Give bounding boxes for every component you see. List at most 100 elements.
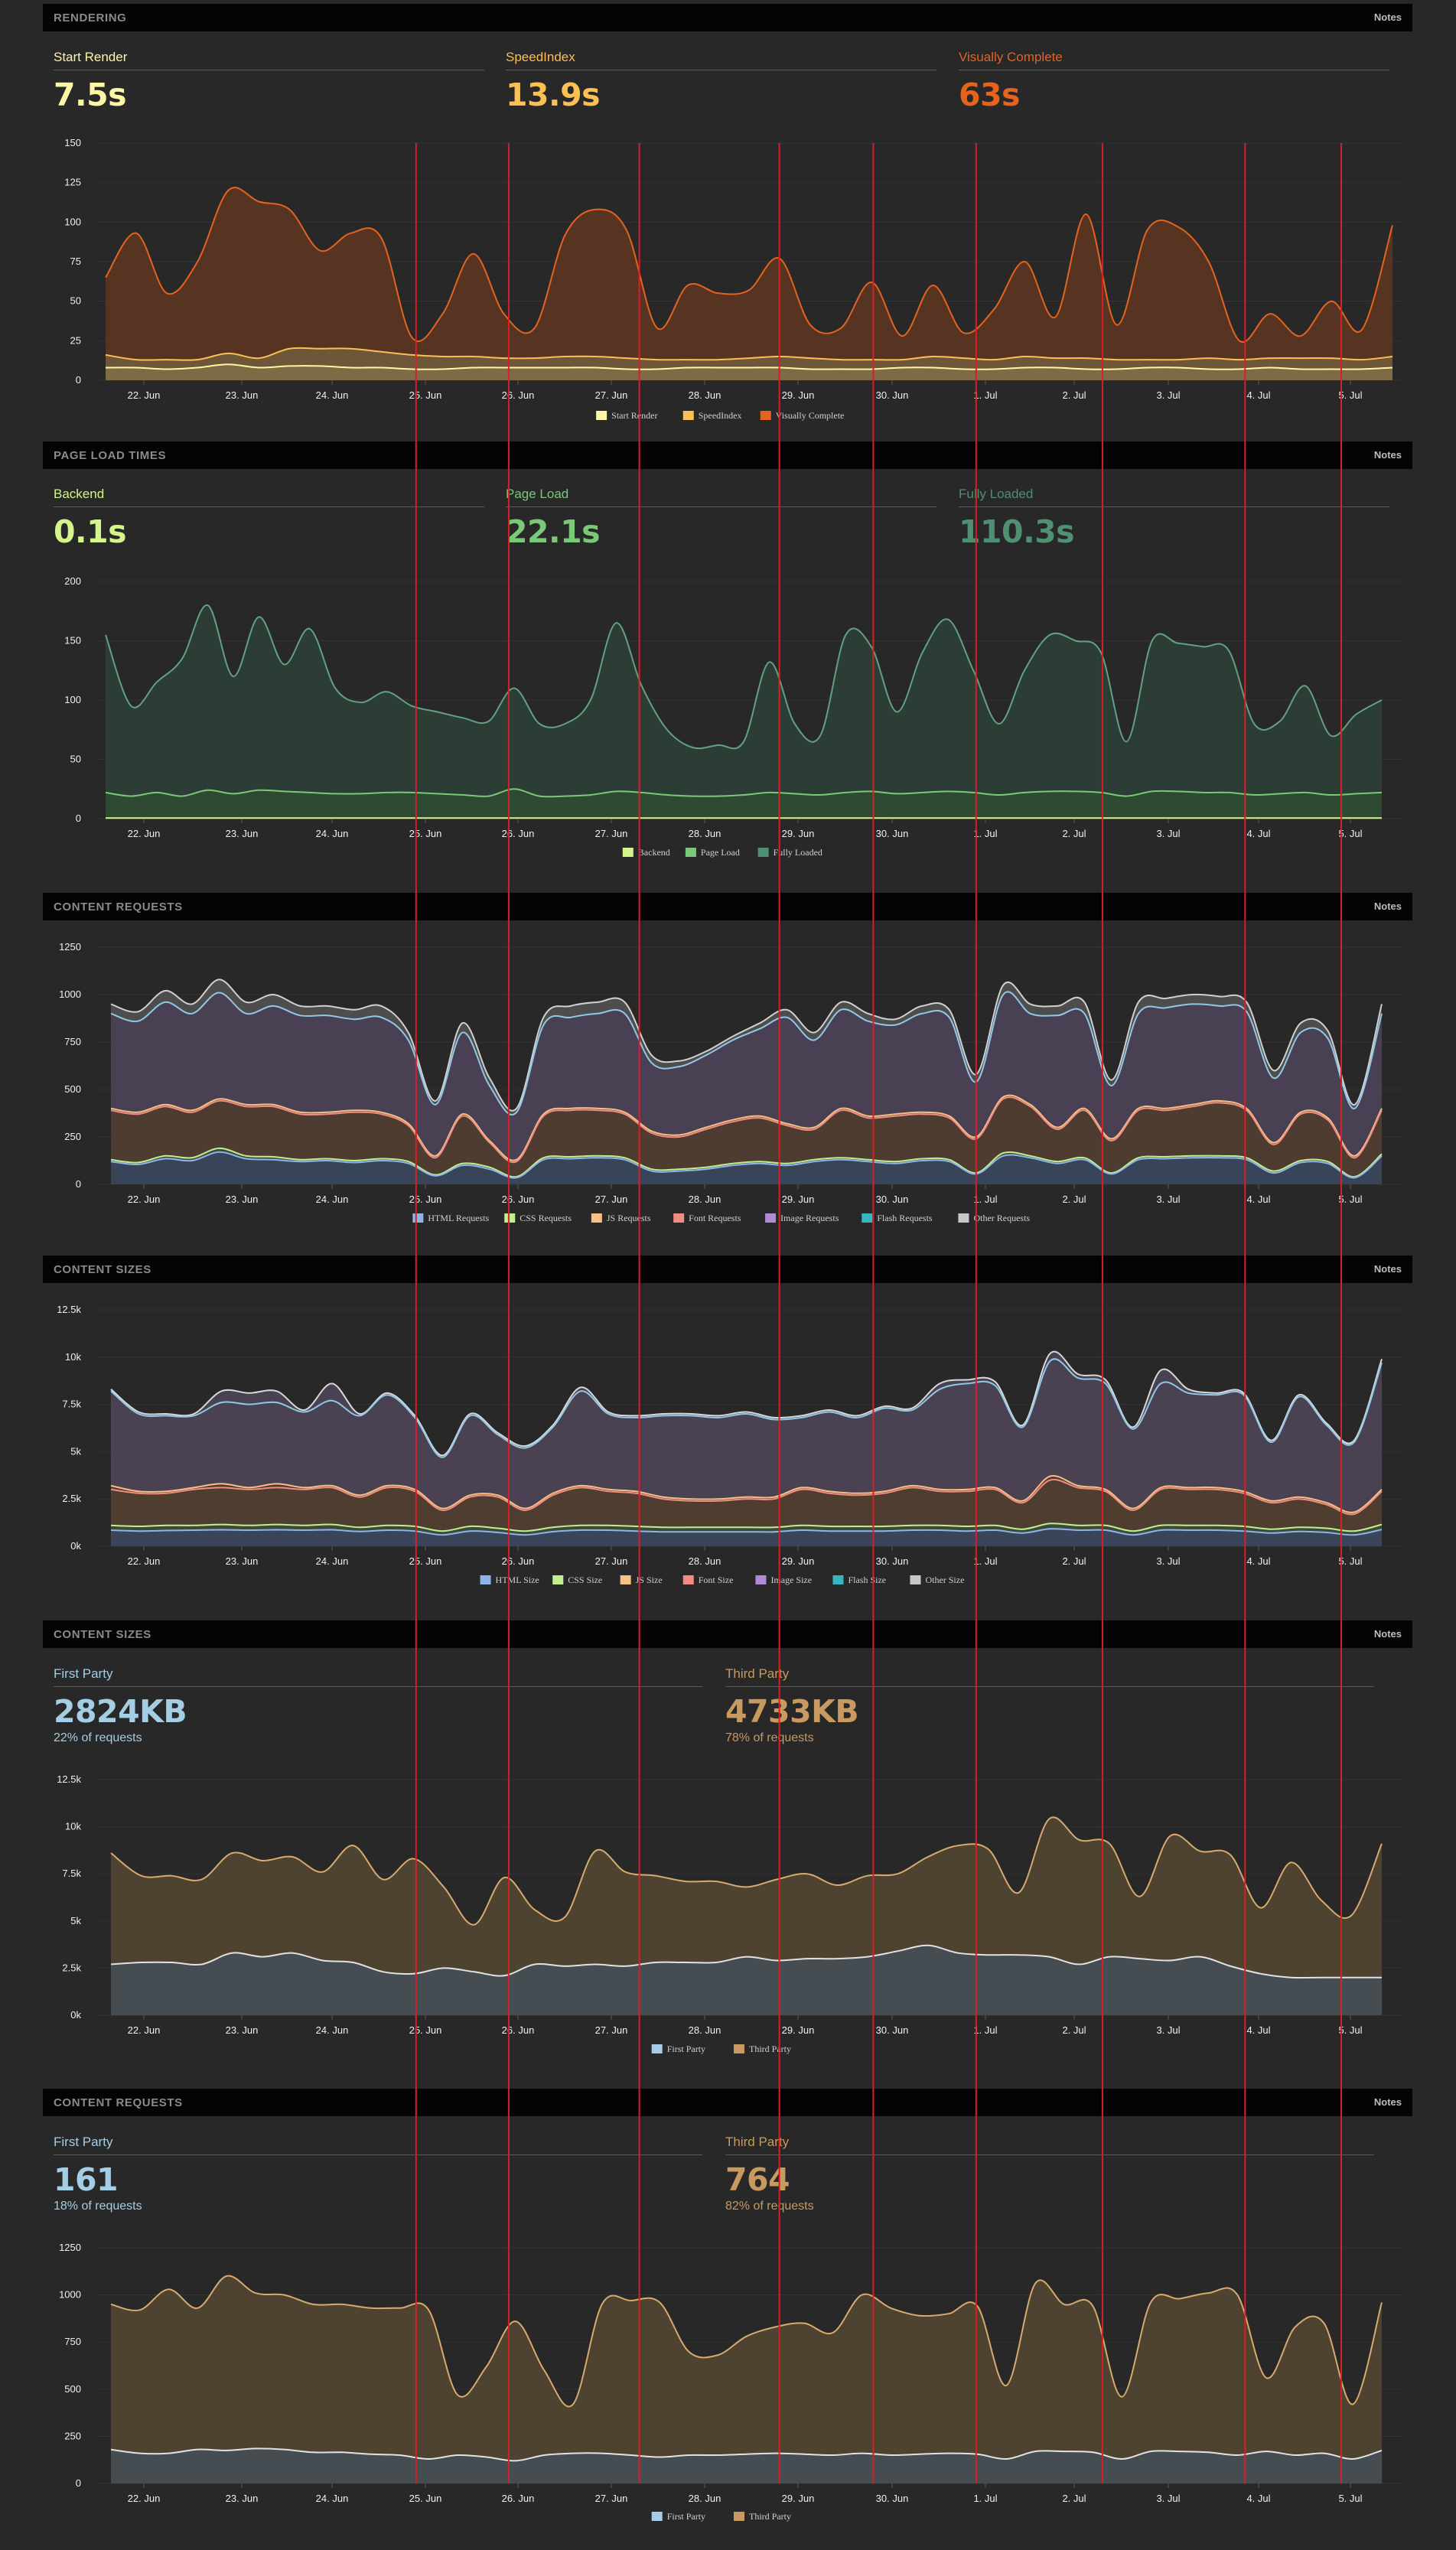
legend-label: Font Size bbox=[699, 1575, 734, 1585]
legend-item[interactable]: Third Party bbox=[734, 2511, 791, 2522]
x-tick-label: 3. Jul bbox=[1156, 1555, 1180, 1567]
x-tick-label: 29. Jun bbox=[782, 2024, 815, 2036]
y-tick-label: 2.5k bbox=[62, 1493, 81, 1504]
legend-label: Flash Requests bbox=[877, 1213, 933, 1223]
metric-subtext: 78% of requests bbox=[725, 1731, 814, 1744]
legend-item[interactable]: Font Size bbox=[682, 1575, 734, 1585]
y-tick-label: 0 bbox=[76, 374, 81, 386]
notes-button[interactable]: Notes bbox=[1373, 1628, 1402, 1640]
x-tick-label: 29. Jun bbox=[782, 1194, 815, 1205]
metric-subtext: 18% of requests bbox=[54, 2200, 142, 2213]
legend-item[interactable]: Other Requests bbox=[958, 1213, 1030, 1223]
legend-swatch bbox=[673, 1213, 685, 1223]
y-tick-label: 750 bbox=[64, 2336, 81, 2347]
legend-item[interactable]: CSS Size bbox=[552, 1575, 602, 1585]
legend-label: Page Load bbox=[701, 847, 740, 858]
x-tick-label: 1. Jul bbox=[973, 828, 997, 839]
metric-divider bbox=[54, 1686, 702, 1687]
notes-button[interactable]: Notes bbox=[1373, 1263, 1402, 1275]
metric-summary: Third Party 4733KB 78% of requests bbox=[725, 1666, 1374, 1745]
metric-summary: Start Render 7.5s bbox=[54, 50, 484, 113]
x-tick-label: 25. Jun bbox=[409, 2024, 442, 2036]
legend-swatch bbox=[832, 1575, 844, 1584]
y-tick-label: 12.5k bbox=[57, 1773, 81, 1785]
legend-swatch bbox=[651, 2044, 663, 2053]
x-tick-label: 23. Jun bbox=[226, 1555, 259, 1567]
notes-button[interactable]: Notes bbox=[1373, 449, 1402, 461]
series-line bbox=[110, 1096, 1383, 1164]
legend-swatch bbox=[910, 1575, 921, 1584]
series-line bbox=[110, 991, 1383, 1115]
x-tick-label: 26. Jun bbox=[502, 828, 535, 839]
x-tick-label: 23. Jun bbox=[226, 389, 259, 401]
x-tick-label: 4. Jul bbox=[1246, 2493, 1270, 2504]
x-tick-label: 3. Jul bbox=[1156, 389, 1180, 401]
x-tick-label: 25. Jun bbox=[409, 1194, 442, 1205]
legend-item[interactable]: SpeedIndex bbox=[682, 410, 742, 421]
y-tick-label: 1250 bbox=[59, 2242, 81, 2253]
legend-label: Start Render bbox=[611, 410, 657, 421]
x-tick-label: 29. Jun bbox=[782, 2493, 815, 2504]
x-tick-label: 27. Jun bbox=[595, 389, 628, 401]
legend-item[interactable]: HTML Size bbox=[480, 1575, 539, 1585]
y-tick-label: 7.5k bbox=[62, 1399, 81, 1410]
legend-item[interactable]: Backend bbox=[622, 847, 670, 858]
x-tick-label: 2. Jul bbox=[1062, 1555, 1086, 1567]
legend-item[interactable]: HTML Requests bbox=[412, 1213, 490, 1223]
metric-summary: Backend 0.1s bbox=[54, 487, 484, 550]
x-tick-label: 4. Jul bbox=[1246, 1194, 1270, 1205]
panel-header: CONTENT SIZES Notes bbox=[43, 1620, 1412, 1648]
x-tick-label: 29. Jun bbox=[782, 389, 815, 401]
legend-item[interactable]: JS Size bbox=[620, 1575, 663, 1585]
x-tick-label: 4. Jul bbox=[1246, 1555, 1270, 1567]
notes-button[interactable]: Notes bbox=[1373, 2096, 1402, 2108]
series-line bbox=[110, 1816, 1383, 1926]
legend-item[interactable]: Start Render bbox=[596, 410, 657, 421]
x-tick-label: 5. Jul bbox=[1338, 2493, 1362, 2504]
notes-button[interactable]: Notes bbox=[1373, 900, 1402, 912]
legend-item[interactable]: Fully Loaded bbox=[757, 847, 822, 858]
legend-item[interactable]: Flash Requests bbox=[862, 1213, 933, 1223]
x-tick-label: 25. Jun bbox=[409, 389, 442, 401]
legend-swatch bbox=[504, 1213, 516, 1223]
metric-label: Start Render bbox=[54, 50, 128, 64]
legend-label: Third Party bbox=[749, 2044, 791, 2054]
y-tick-label: 7.5k bbox=[62, 1868, 81, 1879]
x-tick-label: 28. Jun bbox=[689, 2493, 721, 2504]
x-tick-label: 28. Jun bbox=[689, 1194, 721, 1205]
legend-item[interactable]: First Party bbox=[651, 2511, 705, 2522]
legend-item[interactable]: Image Size bbox=[755, 1575, 812, 1585]
legend-swatch bbox=[480, 1575, 491, 1584]
legend-item[interactable]: First Party bbox=[651, 2044, 705, 2054]
legend-item[interactable]: JS Requests bbox=[591, 1213, 651, 1223]
metric-value: 4733KB bbox=[725, 1693, 859, 1730]
metric-divider bbox=[725, 2154, 1374, 2155]
series-line bbox=[110, 1523, 1383, 1532]
x-tick-label: 23. Jun bbox=[226, 828, 259, 839]
legend-label: First Party bbox=[667, 2511, 705, 2522]
y-tick-label: 25 bbox=[70, 334, 81, 346]
series-area bbox=[111, 1529, 1382, 1546]
legend-item[interactable]: Flash Size bbox=[832, 1575, 886, 1585]
x-tick-label: 27. Jun bbox=[595, 1555, 628, 1567]
metric-divider bbox=[959, 506, 1389, 507]
legend-item[interactable]: Third Party bbox=[734, 2044, 791, 2054]
legend-item[interactable]: Visually Complete bbox=[760, 410, 845, 421]
series-area bbox=[106, 187, 1392, 380]
legend-item[interactable]: Image Requests bbox=[765, 1213, 839, 1223]
series-line bbox=[105, 187, 1393, 344]
legend-item[interactable]: Page Load bbox=[685, 847, 740, 858]
legend-label: Other Size bbox=[925, 1575, 964, 1585]
x-tick-label: 25. Jun bbox=[409, 2493, 442, 2504]
x-tick-label: 23. Jun bbox=[226, 2024, 259, 2036]
panel-title: CONTENT REQUESTS bbox=[54, 900, 183, 914]
legend-label: Fully Loaded bbox=[774, 847, 822, 858]
x-tick-label: 30. Jun bbox=[876, 389, 909, 401]
notes-button[interactable]: Notes bbox=[1373, 11, 1402, 23]
legend-item[interactable]: CSS Requests bbox=[504, 1213, 572, 1223]
legend-item[interactable]: Font Requests bbox=[673, 1213, 741, 1223]
area-chart: 12.5k 10k 7.5k 5k 2.5k 0k 22. Jun 23. Jun 24. Ju… bbox=[57, 1773, 1404, 2054]
legend-swatch bbox=[757, 848, 769, 857]
x-tick-label: 22. Jun bbox=[128, 2024, 161, 2036]
legend-item[interactable]: Other Size bbox=[910, 1575, 964, 1585]
